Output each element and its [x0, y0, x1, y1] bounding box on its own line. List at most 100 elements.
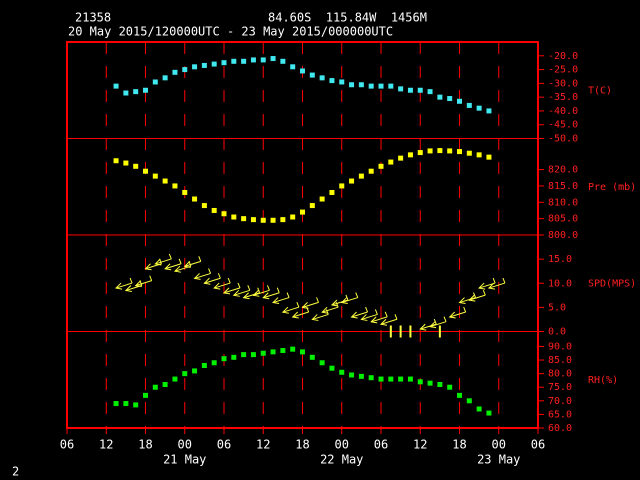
point [172, 69, 178, 75]
point [260, 57, 266, 63]
arrow-shaft [312, 313, 329, 320]
point [309, 203, 315, 209]
point [378, 376, 384, 382]
point [162, 382, 168, 388]
point [162, 75, 168, 81]
arrow-shaft [302, 301, 319, 308]
point [437, 148, 443, 154]
wind-arrow [252, 285, 270, 297]
arrow-barb [227, 277, 231, 284]
point [280, 217, 286, 223]
y-tick-label: 75.0 [548, 382, 572, 393]
arrow-barb [237, 282, 241, 289]
point [133, 402, 139, 408]
arrow-shaft [331, 299, 349, 306]
x-tick-label: 12 [256, 438, 270, 452]
arrow-head [330, 299, 339, 307]
y-tick-label: -20.0 [548, 51, 578, 62]
wind-arrow [360, 309, 378, 321]
point [231, 354, 237, 360]
point [133, 89, 139, 95]
arrow-shaft [469, 294, 486, 301]
point [162, 178, 168, 184]
arrow-shaft [164, 263, 182, 270]
point [407, 152, 413, 158]
point [398, 155, 404, 161]
arrow-head [144, 263, 152, 271]
arrow-shaft [135, 280, 152, 287]
point [152, 79, 158, 85]
arrow-head [232, 289, 240, 297]
point [300, 209, 305, 215]
point [417, 87, 423, 93]
point [368, 375, 374, 381]
wind-arrow [183, 256, 202, 268]
arrow-barb [208, 268, 212, 274]
arrow-head [242, 292, 250, 300]
arrow-barb [394, 314, 398, 320]
point [358, 82, 364, 88]
arrow-barb [286, 292, 290, 298]
arrow-shaft [429, 321, 447, 328]
arrow-barb [443, 316, 447, 322]
wind-arrow [115, 277, 133, 290]
wind-arrow [370, 311, 388, 324]
arrow-shaft [361, 313, 378, 320]
point [152, 384, 158, 390]
arrow-shaft [371, 316, 388, 323]
point [339, 183, 345, 189]
arrow-head [360, 314, 368, 321]
point [241, 58, 247, 64]
wind-arrow [193, 268, 212, 280]
x-tick-label: 06 [374, 438, 388, 452]
point [339, 79, 345, 85]
y-tick-label: 85.0 [548, 355, 572, 366]
point [319, 75, 325, 81]
arrow-head [429, 321, 437, 329]
arrow-shaft [420, 323, 437, 330]
arrow-head [487, 282, 496, 290]
arrow-head [272, 297, 280, 305]
arrow-barb [296, 302, 300, 308]
point [486, 108, 492, 114]
y-tick-label: -45.0 [548, 120, 578, 131]
arrow-barb [257, 287, 261, 293]
point [201, 362, 207, 368]
point [368, 83, 374, 89]
arrow-barb [266, 285, 270, 291]
point [270, 349, 276, 355]
point [447, 148, 453, 154]
point [172, 183, 178, 189]
wind-arrow [487, 277, 506, 290]
point [349, 178, 355, 184]
arrow-shaft [253, 289, 270, 296]
point [270, 217, 276, 223]
point [368, 168, 374, 174]
y-axis-label: SPD(MPS) [588, 278, 636, 289]
arrow-head [115, 282, 123, 290]
arrow-head [340, 297, 348, 305]
point [221, 60, 227, 66]
y-tick-label: 820.0 [548, 165, 578, 176]
y-tick-label: -40.0 [548, 106, 578, 117]
arrow-shaft [155, 258, 172, 265]
point [152, 173, 158, 179]
arrow-head [281, 306, 289, 314]
arrow-barb [355, 292, 359, 298]
wind-arrow [154, 253, 172, 266]
point [407, 87, 413, 93]
point [260, 217, 266, 223]
arrow-head [183, 261, 191, 268]
arrow-shaft [459, 297, 476, 304]
point [447, 384, 453, 390]
point [143, 392, 148, 398]
y-tick-label: 15.0 [548, 254, 572, 265]
point [201, 62, 207, 68]
x-tick-label: 12 [99, 438, 113, 452]
y-tick-label: 800.0 [548, 230, 578, 241]
arrow-barb [217, 273, 221, 279]
x-tick-label: 18 [295, 438, 309, 452]
point [437, 382, 443, 388]
arrow-shaft [233, 289, 250, 296]
y-tick-label: -25.0 [548, 65, 578, 76]
